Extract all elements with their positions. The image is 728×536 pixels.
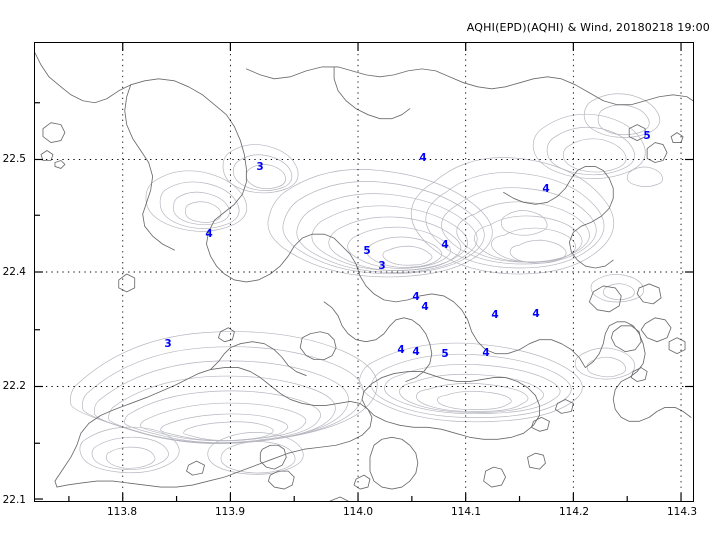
x-tick-label: 114.0 <box>342 506 374 518</box>
aqhi-value-label: 5 <box>643 129 651 142</box>
aqhi-value-label: 5 <box>441 347 449 360</box>
aqhi-value-label: 4 <box>421 300 429 313</box>
aqhi-value-label: 4 <box>441 238 449 251</box>
aqhi-value-label: 4 <box>542 182 550 195</box>
x-tick-label: 114.2 <box>558 506 590 518</box>
tick-marks <box>35 43 693 501</box>
y-tick-label: 22.1 <box>2 494 26 506</box>
aqhi-value-label: 3 <box>164 337 172 350</box>
aqhi-value-label: 4 <box>412 290 420 303</box>
aqhi-value-label: 4 <box>205 227 213 240</box>
aqhi-value-label: 4 <box>412 345 420 358</box>
x-tick-label: 114.1 <box>450 506 482 518</box>
map-canvas <box>35 43 693 501</box>
x-tick-label: 113.8 <box>106 506 138 518</box>
y-tick-label: 22.4 <box>2 266 26 278</box>
aqhi-value-label: 4 <box>482 346 490 359</box>
aqhi-value-label: 3 <box>378 259 386 272</box>
gridlines <box>35 43 693 501</box>
y-tick-label: 22.5 <box>2 153 26 165</box>
figure-title: AQHI(EPD)(AQHI) & Wind, 20180218 19:00 <box>466 21 710 34</box>
aqhi-value-label: 4 <box>419 151 427 164</box>
x-tick-label: 114.3 <box>666 506 698 518</box>
x-tick-label: 113.9 <box>214 506 246 518</box>
aqhi-value-label: 3 <box>256 160 264 173</box>
terrain-contours <box>70 93 663 475</box>
aqhi-value-label: 4 <box>491 308 499 321</box>
coastline-layer <box>35 52 693 501</box>
aqhi-value-label: 5 <box>363 244 371 257</box>
y-tick-label: 22.2 <box>2 380 26 392</box>
aqhi-value-label: 4 <box>397 343 405 356</box>
aqhi-value-label: 4 <box>532 307 540 320</box>
